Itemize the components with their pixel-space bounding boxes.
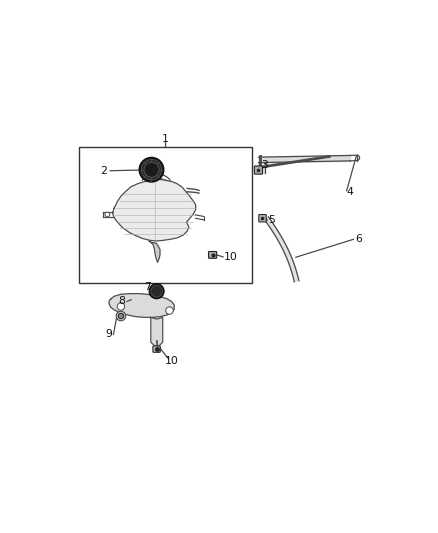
Text: 8: 8 (119, 296, 125, 306)
Polygon shape (113, 179, 196, 241)
Text: 1: 1 (162, 134, 169, 144)
Circle shape (144, 162, 159, 177)
Polygon shape (149, 241, 160, 262)
Circle shape (118, 313, 124, 319)
Text: 6: 6 (355, 235, 362, 244)
Text: 9: 9 (105, 329, 112, 340)
Text: 4: 4 (346, 188, 353, 197)
Circle shape (139, 157, 164, 182)
FancyBboxPatch shape (208, 252, 217, 259)
Bar (78, 147, 251, 282)
Circle shape (166, 307, 173, 314)
Text: 3: 3 (261, 159, 268, 169)
Text: 5: 5 (268, 215, 275, 225)
FancyBboxPatch shape (153, 346, 160, 352)
Polygon shape (265, 217, 299, 282)
Text: 10: 10 (165, 357, 179, 367)
Circle shape (151, 286, 162, 297)
Text: 2: 2 (101, 166, 107, 176)
Text: 7: 7 (144, 282, 151, 292)
Circle shape (116, 311, 126, 321)
FancyBboxPatch shape (259, 214, 266, 222)
Circle shape (141, 159, 162, 180)
Polygon shape (109, 294, 174, 317)
Circle shape (117, 303, 125, 310)
Polygon shape (151, 317, 162, 347)
Circle shape (149, 284, 164, 298)
Text: 10: 10 (224, 252, 237, 262)
Circle shape (105, 212, 110, 217)
FancyBboxPatch shape (254, 166, 262, 174)
